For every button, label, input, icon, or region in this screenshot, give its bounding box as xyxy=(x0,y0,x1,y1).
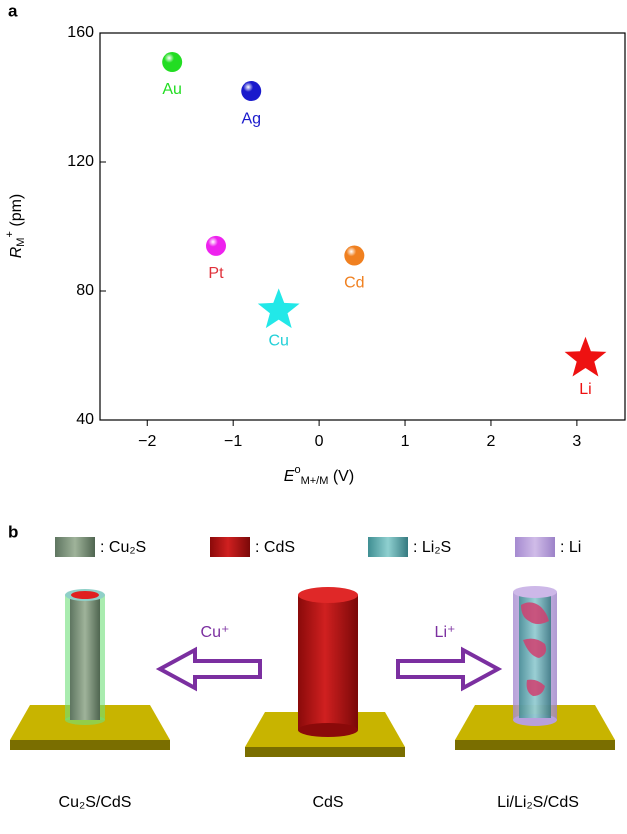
point-label: Pt xyxy=(208,265,224,282)
figure: a RM+ (pm) EoM+/M (V) b : Cu₂S : CdS : L… xyxy=(0,0,627,829)
y-tick-label: 120 xyxy=(67,153,94,170)
y-label-sub: M xyxy=(15,238,27,247)
arrow-label: Cu⁺ xyxy=(201,624,230,641)
legend-label: : Li₂S xyxy=(413,539,451,556)
point-label: Cu xyxy=(268,333,288,350)
caption: Li/Li₂S/CdS xyxy=(497,794,579,811)
point-label: Li xyxy=(579,381,591,398)
x-tick-label: −2 xyxy=(138,433,156,450)
legend-swatch xyxy=(55,537,95,557)
x-axis-label: EoM+/M (V) xyxy=(284,464,354,487)
point-label: Cd xyxy=(344,275,364,292)
x-tick-label: −1 xyxy=(224,433,242,450)
arrow-left xyxy=(160,650,260,688)
x-tick-label: 2 xyxy=(487,433,496,450)
point-label: Au xyxy=(162,81,182,98)
arrow-right xyxy=(398,650,498,688)
x-label-sub: M+/M xyxy=(301,475,329,487)
legend-label: : CdS xyxy=(255,539,295,556)
legend-label: : Cu₂S xyxy=(100,539,146,556)
legend-swatch xyxy=(210,537,250,557)
point-sphere xyxy=(344,246,364,266)
x-tick-label: 1 xyxy=(401,433,410,450)
x-tick-label: 0 xyxy=(315,433,324,450)
legend-swatch xyxy=(515,537,555,557)
point-label: Ag xyxy=(241,110,261,127)
cylinder-cds xyxy=(298,587,358,737)
point-sphere xyxy=(162,52,182,72)
point-star xyxy=(565,337,607,377)
y-label-main: R xyxy=(8,246,25,258)
caption: Cu₂S/CdS xyxy=(59,794,132,811)
x-tick-label: 3 xyxy=(572,433,581,450)
arrow-label: Li⁺ xyxy=(435,624,456,641)
cylinder-li xyxy=(513,586,557,726)
legend-swatch xyxy=(368,537,408,557)
cylinder-cu2s xyxy=(65,589,105,725)
panel-label: a xyxy=(8,1,18,20)
y-tick-label: 160 xyxy=(67,24,94,41)
y-tick-label: 80 xyxy=(76,282,94,299)
legend-label: : Li xyxy=(560,539,581,556)
y-label-unit: (pm) xyxy=(8,194,25,231)
caption: CdS xyxy=(312,794,343,811)
point-star xyxy=(258,288,300,328)
point-sphere xyxy=(241,81,261,101)
point-sphere xyxy=(206,236,226,256)
panel-label: b xyxy=(8,522,18,541)
y-tick-label: 40 xyxy=(76,411,94,428)
y-axis-label: RM+ (pm) xyxy=(4,194,27,259)
x-label-unit: (V) xyxy=(328,468,354,485)
x-label-main: E xyxy=(284,468,295,485)
